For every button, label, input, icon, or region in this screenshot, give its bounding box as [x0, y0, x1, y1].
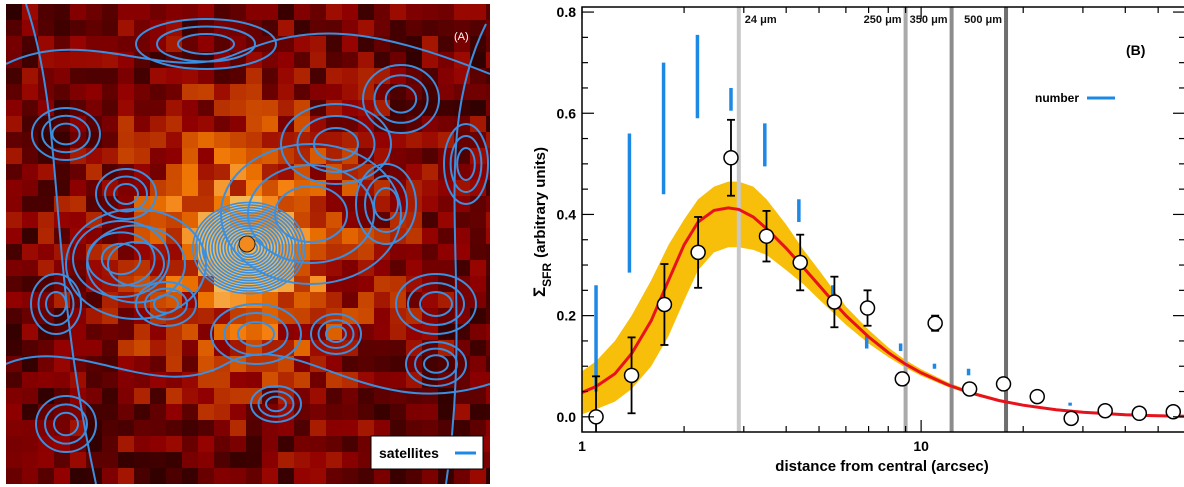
- x-tick-label-1: 10: [913, 438, 929, 454]
- y-tick-label-3: 0.6: [557, 105, 577, 121]
- data-point-1: [623, 367, 640, 384]
- model-curve: [582, 206, 1184, 418]
- panel-b-legend-label: number: [1035, 91, 1079, 105]
- x-tick-label-0: 1: [578, 438, 586, 454]
- data-point-7: [826, 294, 843, 310]
- beam-label-0: 24 μm: [745, 14, 777, 26]
- beam-lines: [736, 7, 1009, 432]
- panel-a-label: (A): [454, 31, 469, 43]
- data-point-6: [792, 254, 808, 271]
- data-point-14: [1063, 410, 1079, 427]
- data-point-10: [927, 315, 943, 331]
- map-contours: [6, 4, 490, 484]
- beam-labels: 24 μm 250 μm 350 μm 500 μm: [745, 14, 1002, 26]
- beam-label-3: 500 μm: [964, 14, 1002, 26]
- data-point-2: [656, 296, 673, 313]
- data-point-13: [1029, 388, 1045, 405]
- data-point-17: [1165, 404, 1182, 420]
- beam-label-1: 250 μm: [864, 14, 902, 26]
- panel-b-legend: number: [1035, 91, 1115, 105]
- data-point-15: [1097, 403, 1113, 419]
- data-point-9: [894, 371, 911, 387]
- data-point-4: [723, 150, 739, 166]
- data-point-16: [1131, 405, 1148, 422]
- panel-a-legend: satellites: [370, 435, 484, 470]
- model-uncertainty-band: [582, 181, 1184, 417]
- data-point-11: [961, 381, 978, 397]
- satellite-density-map: (A) satellites: [6, 4, 490, 484]
- y-tick-label-1: 0.2: [557, 308, 577, 324]
- data-point-12: [995, 376, 1012, 392]
- data-point-3: [690, 244, 706, 261]
- data-point-8: [859, 300, 876, 316]
- y-axis-ticks: 0.0 0.2 0.4 0.6 0.8: [557, 4, 1184, 425]
- y-tick-label-2: 0.4: [557, 206, 577, 222]
- number-segments: [594, 34, 1072, 406]
- y-tick-label-4: 0.8: [557, 4, 577, 20]
- y-tick-label-0: 0.0: [557, 409, 577, 425]
- data-point-5: [758, 228, 775, 244]
- beam-label-2: 350 μm: [910, 14, 948, 26]
- central-galaxy-marker: [238, 235, 256, 253]
- panel-a-legend-label: satellites: [379, 445, 439, 461]
- x-axis-ticks: 1 10: [578, 7, 1159, 454]
- plot-frame: [581, 6, 1184, 433]
- panel-b-label: (B): [1126, 42, 1145, 58]
- x-axis-label: distance from central (arcsec): [775, 458, 988, 475]
- y-axis-label: ΣSFR(arbitrary units): [530, 147, 554, 297]
